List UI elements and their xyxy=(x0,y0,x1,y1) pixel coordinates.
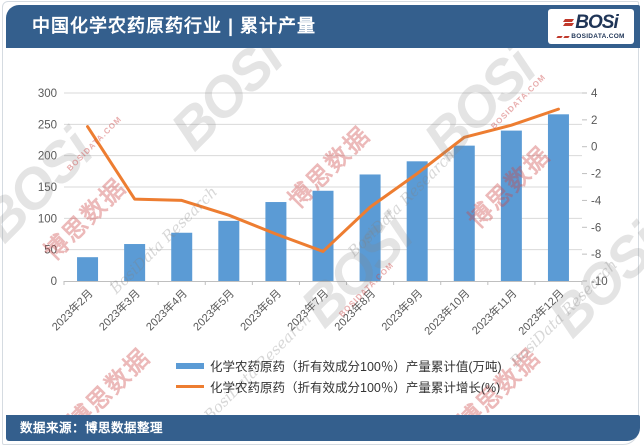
svg-text:2: 2 xyxy=(591,115,597,127)
legend-label: 化学农药原药（折有效成分100％）产量累计增长(%) xyxy=(210,381,501,395)
logo-stripes-icon xyxy=(563,18,575,27)
growth-line xyxy=(86,107,560,253)
footer-bar: 数据来源：博思数据整理 xyxy=(6,415,640,441)
svg-text:2023年7月: 2023年7月 xyxy=(284,286,331,333)
legend-item-line: 化学农药原药（折有效成分100％）产量累计增长(%) xyxy=(176,376,502,397)
bar xyxy=(218,220,240,281)
bar xyxy=(312,190,334,281)
bar xyxy=(453,145,475,281)
svg-text:150: 150 xyxy=(38,182,57,194)
bar xyxy=(500,130,522,281)
bar-swatch-icon xyxy=(176,362,204,369)
bar xyxy=(124,244,146,281)
logo-site-row: BOSIDATA.COM xyxy=(556,33,625,40)
svg-text:300: 300 xyxy=(38,88,57,100)
svg-text:2023年10月: 2023年10月 xyxy=(421,286,472,337)
bar xyxy=(77,257,99,281)
x-axis-labels: 2023年2月 2023年3月 2023年4月 2023年5月 2023年6月 2023年… xyxy=(49,286,567,337)
logo-site: BOSIDATA.COM xyxy=(571,33,625,40)
bar xyxy=(547,114,569,281)
logo-stripe-icon xyxy=(563,35,570,38)
svg-text:-4: -4 xyxy=(591,195,602,207)
svg-text:2023年8月: 2023年8月 xyxy=(331,286,378,333)
x-axis xyxy=(63,281,583,285)
logo-wordmark: BOSi xyxy=(563,12,619,33)
svg-text:4: 4 xyxy=(591,88,598,100)
legend-label: 化学农药原药（折有效成分100％）产量累计值(万吨) xyxy=(210,360,502,374)
logo-stripe-icon xyxy=(556,35,563,38)
y-gridlines xyxy=(64,92,582,251)
svg-text:2023年12月: 2023年12月 xyxy=(515,286,566,337)
svg-text:-2: -2 xyxy=(591,169,601,181)
bar xyxy=(406,161,428,281)
bars xyxy=(77,114,569,281)
svg-text:2023年6月: 2023年6月 xyxy=(237,286,284,333)
svg-text:50: 50 xyxy=(44,245,57,257)
bar xyxy=(359,174,381,281)
bar xyxy=(265,202,287,281)
svg-text:-10: -10 xyxy=(591,276,608,288)
svg-text:250: 250 xyxy=(38,119,57,131)
svg-text:2023年2月: 2023年2月 xyxy=(49,286,96,333)
svg-text:2023年11月: 2023年11月 xyxy=(469,286,520,337)
svg-text:-6: -6 xyxy=(591,222,601,234)
data-source-text: 数据来源：博思数据整理 xyxy=(20,421,164,435)
svg-text:-8: -8 xyxy=(591,249,601,261)
bosi-logo: BOSi BOSIDATA.COM xyxy=(548,9,634,44)
header-bar: 中国化学农药原药行业 | 累计产量 BOSi BOSIDATA.COM xyxy=(6,5,640,48)
svg-text:2023年5月: 2023年5月 xyxy=(190,286,237,333)
svg-text:0: 0 xyxy=(591,142,597,154)
bar xyxy=(171,232,193,281)
page-title: 中国化学农药原药行业 | 累计产量 xyxy=(32,16,317,36)
left-axis-labels: 0 50 100 150 200 250 300 xyxy=(38,88,57,288)
growth-line-path xyxy=(86,107,560,253)
logo-text: BOSi xyxy=(575,12,618,33)
svg-text:2023年3月: 2023年3月 xyxy=(96,286,143,333)
svg-text:0: 0 xyxy=(51,276,57,288)
svg-text:2023年9月: 2023年9月 xyxy=(378,286,425,333)
right-axis-labels: 4 2 0 -2 -4 -6 -8 -10 xyxy=(582,88,608,288)
svg-text:200: 200 xyxy=(38,151,57,163)
line-swatch-icon xyxy=(176,385,204,388)
chart-legend: 化学农药原药（折有效成分100％）产量累计值(万吨) 化学农药原药（折有效成分1… xyxy=(176,355,502,397)
svg-text:100: 100 xyxy=(38,213,57,225)
svg-text:2023年4月: 2023年4月 xyxy=(143,286,190,333)
legend-item-bars: 化学农药原药（折有效成分100％）产量累计值(万吨) xyxy=(176,355,502,376)
